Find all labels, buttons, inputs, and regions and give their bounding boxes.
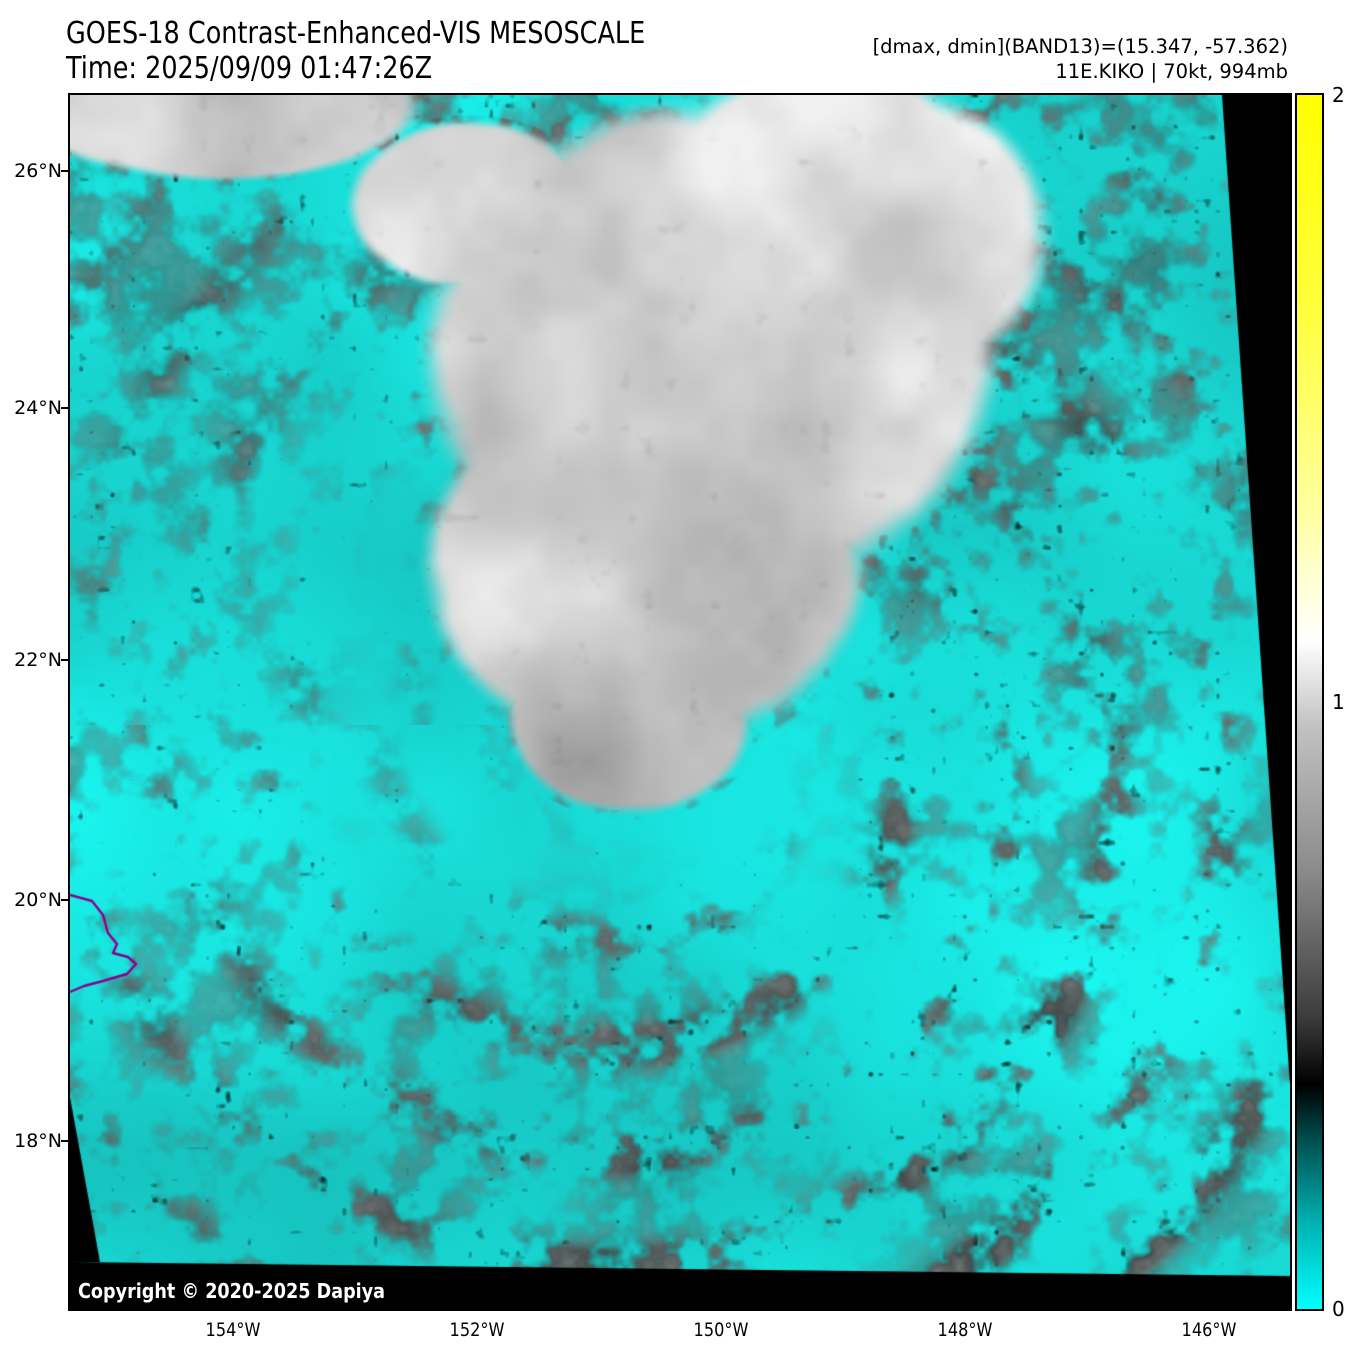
colorbar-tick-label: 1 [1332,690,1345,714]
lon-tick-label: 148°W [938,1319,993,1341]
colorbar-gradient [1297,95,1322,1309]
lat-tick-label: 26°N [14,160,62,183]
satellite-image-canvas [70,95,1290,1309]
lat-tick-mark [61,658,68,661]
storm-id-text: 11E.KIKO | 70kt, 994mb [1055,60,1288,83]
lat-tick-mark [61,407,68,410]
colorbar-tick-label: 2 [1332,83,1345,107]
lon-tick-label: 146°W [1182,1319,1237,1341]
title-line2: Time: 2025/09/09 01:47:26Z [66,51,433,86]
lat-tick-mark [61,170,68,173]
copyright-text: Copyright © 2020-2025 Dapiya [78,1279,386,1303]
lat-tick-label: 18°N [14,1130,62,1153]
band13-range-text: [dmax, dmin](BAND13)=(15.347, -57.362) [872,35,1288,58]
colorbar [1295,93,1324,1311]
storm-annotation: [dmax, dmin](BAND13)=(15.347, -57.362) 1… [873,34,1288,84]
lat-tick-mark [61,898,68,901]
colorbar-tick-label: 0 [1332,1297,1345,1321]
lat-tick-label: 24°N [14,397,62,420]
lon-tick-label: 150°W [694,1319,749,1341]
title-line1: GOES-18 Contrast-Enhanced-VIS MESOSCALE [66,16,646,51]
lon-tick-label: 152°W [450,1319,505,1341]
map-frame [68,93,1292,1311]
lat-tick-mark [61,1140,68,1143]
lon-tick-label: 154°W [206,1319,261,1341]
lat-tick-label: 22°N [14,648,62,671]
page-title: GOES-18 Contrast-Enhanced-VIS MESOSCALE … [66,16,645,86]
lat-tick-label: 20°N [14,888,62,911]
